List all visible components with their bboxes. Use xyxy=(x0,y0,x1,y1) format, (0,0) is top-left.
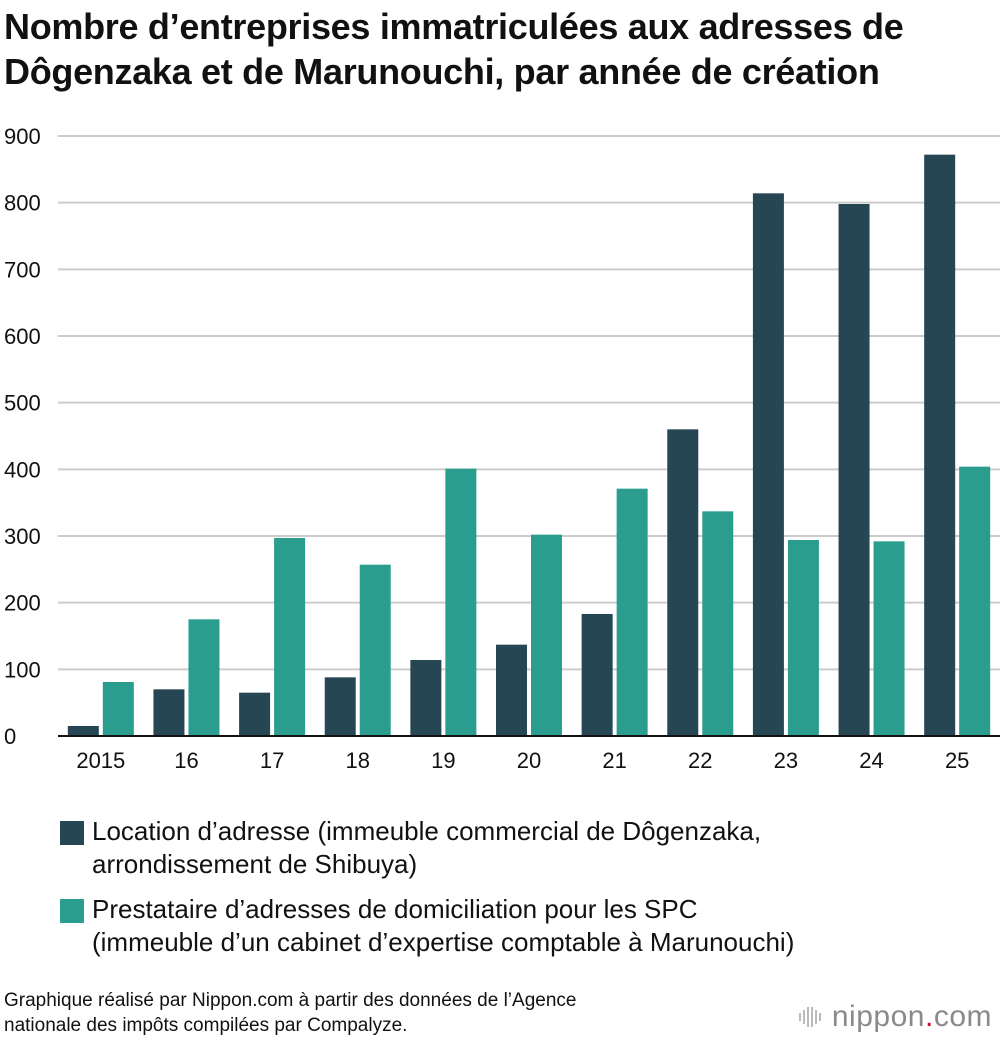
chart-title: Nombre d’entreprises immatriculées aux a… xyxy=(4,4,996,94)
bar-marunouchi-24 xyxy=(873,541,905,736)
bar-marunouchi-21 xyxy=(616,488,648,736)
bar-chart: 0 100 200 300 400 500 600 700 800 900 2015 16 17 18 19… xyxy=(4,124,1000,773)
x-tick-label-18: 18 xyxy=(345,748,369,773)
y-tick-label-0: 0 xyxy=(4,724,16,749)
legend-item-marunouchi: Prestataire d’adresses de domiciliation … xyxy=(60,893,990,959)
bar-marunouchi-22 xyxy=(702,511,734,736)
y-tick-label-700: 700 xyxy=(4,257,41,282)
bar-dogenzaka-17 xyxy=(239,692,271,736)
x-tick-label-23: 23 xyxy=(774,748,798,773)
x-tick-label-25: 25 xyxy=(945,748,969,773)
source-note-line-2: nationale des impôts compilées par Compa… xyxy=(4,1015,408,1036)
y-tick-label-400: 400 xyxy=(4,457,41,482)
legend-label-marunouchi-line-2: (immeuble d’un cabinet d’expertise compt… xyxy=(92,927,795,957)
y-tick-label-500: 500 xyxy=(4,391,41,416)
legend-label-dogenzaka-line-1: Location d’adresse (immeuble commercial … xyxy=(92,816,762,846)
source-note: Graphique réalisé par Nippon.com à parti… xyxy=(4,988,576,1038)
legend-swatch-dogenzaka xyxy=(60,821,84,845)
y-tick-label-600: 600 xyxy=(4,324,41,349)
bar-dogenzaka-19 xyxy=(410,660,442,736)
bar-dogenzaka-25 xyxy=(924,154,956,736)
bar-marunouchi-18 xyxy=(359,564,391,736)
bar-dogenzaka-23 xyxy=(752,193,784,736)
legend-label-dogenzaka-line-2: arrondissement de Shibuya) xyxy=(92,849,418,879)
bar-marunouchi-2015 xyxy=(102,682,134,736)
y-tick-label-200: 200 xyxy=(4,591,41,616)
legend-item-dogenzaka: Location d’adresse (immeuble commercial … xyxy=(60,815,990,881)
bar-marunouchi-23 xyxy=(787,540,819,736)
bar-marunouchi-19 xyxy=(445,468,477,736)
x-tick-label-22: 22 xyxy=(688,748,712,773)
legend-label-marunouchi: Prestataire d’adresses de domiciliation … xyxy=(92,893,794,959)
bar-dogenzaka-22 xyxy=(667,429,699,736)
bar-dogenzaka-20 xyxy=(496,644,527,736)
chart-title-line-1: Nombre d’entreprises immatriculées aux a… xyxy=(4,6,904,47)
x-tick-label-20: 20 xyxy=(517,748,541,773)
legend-label-dogenzaka: Location d’adresse (immeuble commercial … xyxy=(92,815,761,881)
chart-legend: Location d’adresse (immeuble commercial … xyxy=(60,815,990,971)
bar-marunouchi-17 xyxy=(274,538,306,736)
legend-label-marunouchi-line-1: Prestataire d’adresses de domiciliation … xyxy=(92,894,698,924)
chart-title-line-2: Dôgenzaka et de Marunouchi, par année de… xyxy=(4,51,880,92)
nippon-logo: nippon. com xyxy=(798,1000,992,1034)
bar-dogenzaka-24 xyxy=(838,204,870,736)
y-tick-label-300: 300 xyxy=(4,524,41,549)
bar-marunouchi-16 xyxy=(188,619,220,736)
logo-name: nippon xyxy=(831,1000,925,1033)
logo-dot: . xyxy=(924,1000,934,1033)
legend-swatch-marunouchi xyxy=(60,899,84,923)
y-tick-label-100: 100 xyxy=(4,657,41,682)
bar-dogenzaka-16 xyxy=(153,689,185,736)
x-tick-label-24: 24 xyxy=(859,748,883,773)
bar-dogenzaka-21 xyxy=(581,614,613,736)
source-note-line-1: Graphique réalisé par Nippon.com à parti… xyxy=(4,990,577,1011)
bar-marunouchi-25 xyxy=(959,466,991,736)
bar-marunouchi-20 xyxy=(531,534,562,736)
bar-dogenzaka-2015 xyxy=(67,726,99,736)
y-tick-label-800: 800 xyxy=(4,191,41,216)
x-tick-label-17: 17 xyxy=(260,748,284,773)
nippon-waves-icon xyxy=(798,1007,821,1027)
bar-dogenzaka-18 xyxy=(324,677,356,736)
x-tick-label-2015: 2015 xyxy=(76,748,125,773)
x-tick-label-21: 21 xyxy=(602,748,626,773)
y-tick-label-900: 900 xyxy=(4,124,41,149)
logo-suffix: com xyxy=(933,1000,992,1033)
x-tick-label-16: 16 xyxy=(174,748,198,773)
x-tick-label-19: 19 xyxy=(431,748,455,773)
